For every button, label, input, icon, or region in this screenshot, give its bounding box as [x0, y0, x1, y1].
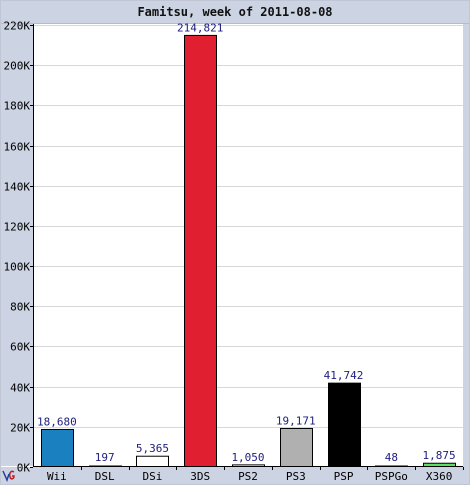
y-tick-label: 160K — [4, 141, 31, 154]
x-tick-label: DSi — [143, 470, 163, 483]
bar — [423, 462, 456, 467]
x-tick-label: DSL — [95, 470, 115, 483]
x-tick-label: PSPGo — [375, 470, 408, 483]
y-tick-label: 100K — [4, 261, 31, 274]
bar — [280, 427, 313, 467]
y-tick-label: 20K — [10, 422, 30, 435]
x-axis-panel — [1, 467, 469, 484]
y-tick-label: 220K — [4, 20, 31, 33]
vgchartz-logo-icon — [2, 470, 15, 482]
y-axis-panel — [1, 24, 33, 466]
y-tick-label: 80K — [10, 301, 30, 314]
bar — [184, 34, 217, 467]
x-tick-label: Wii — [47, 470, 67, 483]
x-tick-label: PS3 — [286, 470, 306, 483]
y-tick-label: 120K — [4, 221, 31, 234]
bar-value-label: 5,365 — [136, 442, 169, 455]
chart-title: Famitsu, week of 2011-08-08 — [137, 5, 333, 19]
bar — [375, 465, 408, 467]
x-tick-label: 3DS — [190, 470, 210, 483]
bar — [41, 428, 74, 468]
y-tick-label: 0K — [17, 462, 31, 475]
bar-value-label: 197 — [95, 451, 115, 464]
x-tick-label: X360 — [426, 470, 453, 483]
bar-value-label: 18,680 — [37, 415, 77, 428]
chart-title-bar: Famitsu, week of 2011-08-08 — [1, 1, 469, 24]
bar-value-label: 1,875 — [423, 449, 456, 462]
x-tick-label: PSP — [334, 470, 354, 483]
bar-value-label: 1,050 — [231, 451, 264, 464]
bar-value-label: 214,821 — [177, 21, 223, 34]
y-tick-label: 180K — [4, 100, 31, 113]
right-margin-panel — [463, 24, 469, 467]
bar — [328, 382, 361, 468]
y-tick-label: 60K — [10, 341, 30, 354]
bar — [89, 465, 122, 467]
x-tick-label: PS2 — [238, 470, 258, 483]
bar-value-label: 48 — [385, 451, 398, 464]
bar — [136, 455, 169, 467]
y-tick-label: 200K — [4, 60, 31, 73]
bar-value-label: 19,171 — [276, 414, 316, 427]
bar-value-label: 41,742 — [324, 369, 364, 382]
bar — [232, 464, 265, 467]
y-tick-label: 140K — [4, 181, 31, 194]
y-tick-label: 40K — [10, 382, 30, 395]
